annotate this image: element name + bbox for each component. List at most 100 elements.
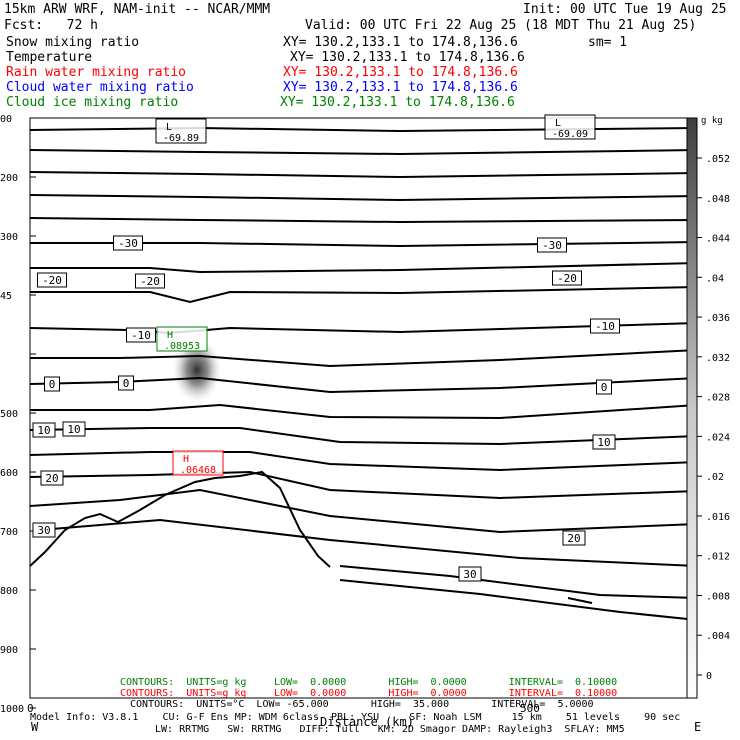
temperature-label: 0 (601, 381, 608, 394)
colorbar-tick-label: 0 (706, 671, 712, 682)
extremum-letter: H (167, 330, 173, 341)
contour-tick-mark (567, 597, 593, 604)
field-snow-extra: sm= 1 (588, 35, 628, 50)
temperature-contour (30, 286, 698, 304)
temperature-contour (29, 451, 698, 472)
colorbar-tick-label: .012 (706, 552, 730, 563)
y-tick-label: 500 (0, 409, 18, 420)
temperature-label-box (118, 375, 134, 391)
temperature-label: -20 (42, 274, 62, 287)
y-tick-label: 900 (0, 645, 18, 656)
colorbar-tick-label: .032 (706, 353, 730, 364)
temperature-contour (29, 376, 698, 394)
colorbar-tick-label: .016 (706, 512, 730, 523)
x-end-east: E (694, 720, 701, 734)
temperature-contour (29, 217, 698, 224)
temperature-label: -10 (131, 329, 151, 342)
extremum-box (155, 118, 207, 144)
field-temp-name: Temperature (6, 50, 93, 65)
contours-red-stats: LOW= 0.0000 HIGH= 0.0000 INTERVAL= 0.100… (274, 688, 618, 699)
temperature-contour (29, 470, 698, 500)
model-info-line1: Model Info: V3.8.1 CU: G-F Ens MP: WDM 6… (30, 712, 681, 723)
contours-green-stats: LOW= 0.0000 HIGH= 0.0000 INTERVAL= 0.100… (274, 677, 618, 688)
y-tick-label: 200 (0, 173, 18, 184)
temperature-label: 20 (45, 472, 58, 485)
y-tick-label: 00 (0, 114, 12, 125)
temperature-label: 20 (567, 532, 580, 545)
temperature-label: -30 (118, 237, 138, 250)
colorbar-tick-label: .02 (706, 472, 724, 483)
temperature-contour (339, 579, 698, 621)
temperature-label-box (537, 237, 567, 253)
temperature-label-box (32, 422, 56, 438)
x-tick-500: 500 (520, 702, 540, 715)
temperature-contour (29, 427, 698, 446)
field-cloudice-xy: XY= 130.2,133.1 to 174.8,136.6 (280, 95, 515, 110)
x-axis-label: Distance (km) (320, 715, 414, 729)
temperature-contour (30, 349, 698, 368)
extremum-box (544, 114, 596, 140)
extremum-letter: L (555, 118, 561, 129)
temperature-label-box (562, 530, 586, 546)
y-tick-label: 800 (0, 586, 18, 597)
colorbar-tick-label: .004 (706, 631, 730, 642)
temperature-contour (30, 403, 698, 420)
colorbar-tick-label: .008 (706, 591, 730, 602)
temperature-contour (39, 518, 698, 567)
colorbar-tick-label: .028 (706, 393, 730, 404)
field-rain-xy: XY= 130.2,133.1 to 174.8,136.6 (283, 65, 518, 80)
valid-time: Valid: 00 UTC Fri 22 Aug 25 (18 MDT Thu … (305, 18, 697, 33)
temperature-label-box (590, 318, 620, 334)
y-tick-label: 600 (0, 468, 18, 479)
temperature-label: -20 (557, 272, 577, 285)
temperature-label: 10 (597, 436, 610, 449)
temperature-label: 30 (463, 568, 476, 581)
temperature-label-box (62, 421, 86, 437)
temperature-contours (29, 126, 698, 621)
contours-red-units: CONTOURS: UNITS=g kg (120, 688, 247, 699)
x-tick-0: 0 (27, 702, 34, 715)
y-tick-label: 700 (0, 527, 18, 538)
forecast-hour: Fcst: 72 h (4, 18, 98, 33)
temperature-label: 0 (123, 377, 130, 390)
contours-green-units: CONTOURS: UNITS=g kg (120, 677, 247, 688)
field-temp-xy: XY= 130.2,133.1 to 174.8,136.6 (290, 50, 525, 65)
temperature-contour (29, 149, 698, 156)
colorbar-tick-label: .04 (706, 273, 724, 284)
temperature-label: 0 (49, 378, 56, 391)
field-cloudwater-name: Cloud water mixing ratio (6, 80, 194, 95)
extremum-value: .08953 (164, 341, 200, 352)
y-tick-label: 45 (0, 291, 12, 302)
temperature-contour (29, 126, 698, 133)
temperature-label: 10 (37, 424, 50, 437)
temperature-label: -10 (595, 320, 615, 333)
terrain-profile (29, 470, 331, 568)
colorbar-tick-label: .048 (706, 194, 730, 205)
extremum-box (172, 450, 224, 476)
temperature-label: 10 (67, 423, 80, 436)
x-end-west: W (31, 720, 39, 734)
cloud-ice-shading (173, 338, 221, 402)
y-tick-label: 300 (0, 232, 18, 243)
temperature-label: -30 (542, 239, 562, 252)
temperature-label-box (113, 235, 143, 251)
field-snow-name: Snow mixing ratio (6, 35, 140, 50)
colorbar-tick-label: .044 (706, 234, 730, 245)
temperature-label-box (592, 434, 616, 450)
temperature-contour (29, 194, 698, 202)
temperature-contour (29, 488, 698, 534)
model-info-line2: LW: RRTMG SW: RRTMG DIFF: full KM: 2D Sm… (155, 724, 625, 735)
temperature-label-box (37, 272, 67, 288)
model-title: 15km ARW WRF, NAM-init -- NCAR/MMM (4, 2, 271, 17)
colorbar (686, 117, 698, 699)
temperature-label: -20 (140, 275, 160, 288)
colorbar-tick-label: .036 (706, 313, 730, 324)
extremum-value: -69.09 (552, 129, 588, 140)
init-time: Init: 00 UTC Tue 19 Aug 25 (523, 2, 727, 17)
temperature-label-box (135, 273, 165, 289)
plot-frame (29, 117, 698, 699)
extremum-box (156, 326, 208, 352)
contours-black: CONTOURS: UNITS=°C LOW= -65.000 HIGH= 35… (130, 699, 594, 710)
colorbar-tick-label: .024 (706, 432, 730, 443)
